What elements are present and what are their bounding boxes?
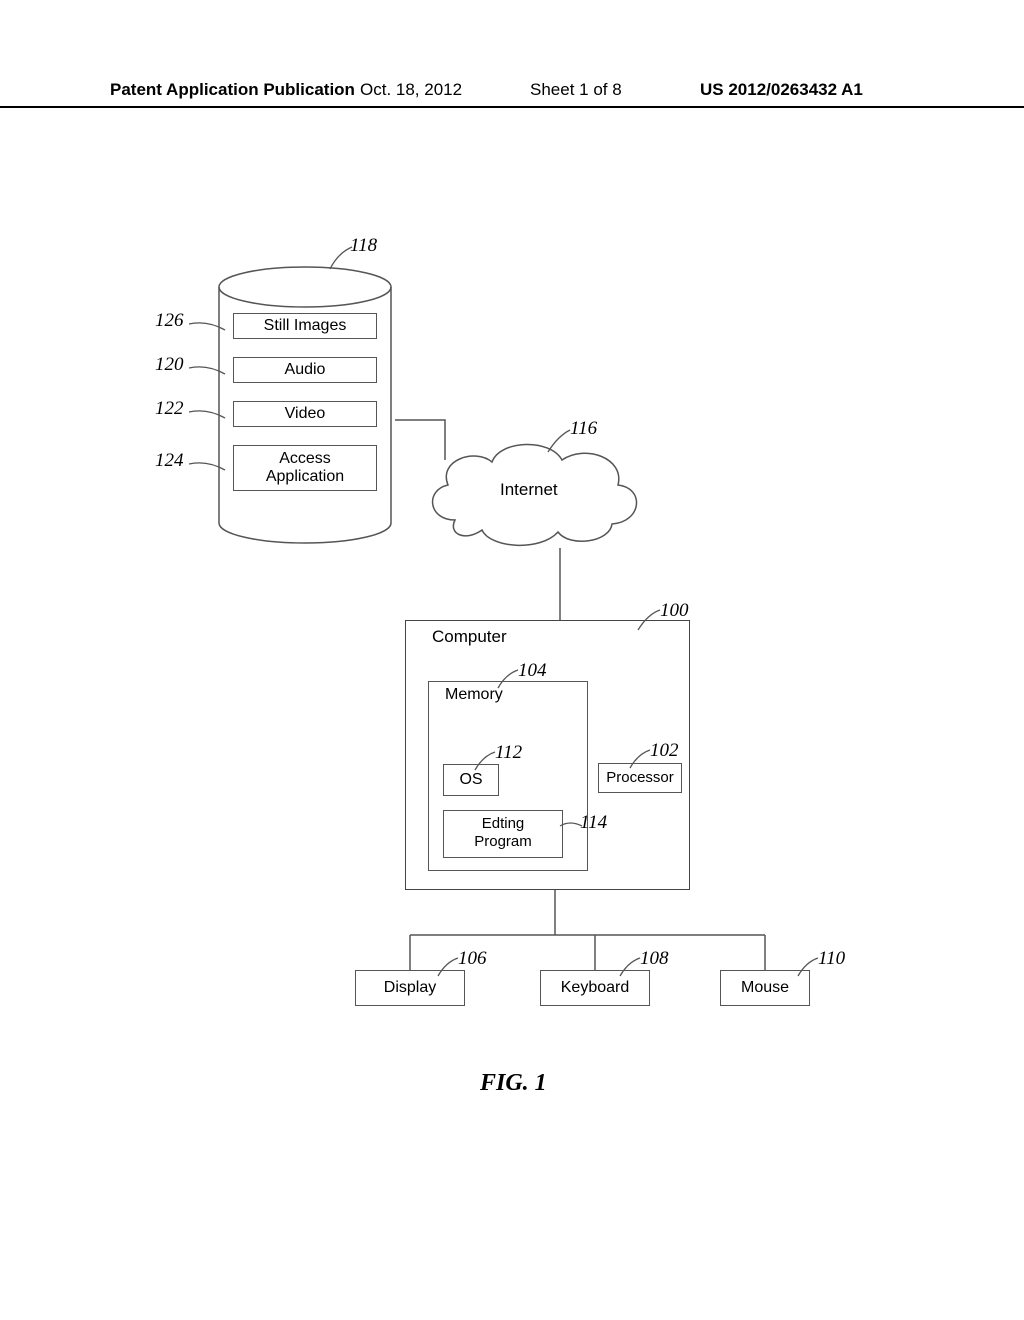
document-number: US 2012/0263432 A1	[700, 80, 863, 100]
ref-126: 126	[155, 310, 184, 332]
memory-box: Memory OS Edting Program	[428, 681, 588, 871]
ref-126-label: 126	[155, 310, 184, 331]
db-item-video: Video	[233, 401, 377, 427]
database-cylinder: Still Images Audio Video Access Applicat…	[215, 265, 395, 540]
ref-108: 108	[640, 948, 669, 970]
ref-120-label: 120	[155, 354, 184, 375]
ref-116: 116	[570, 418, 597, 440]
ref-112: 112	[495, 742, 522, 764]
sheet-number: Sheet 1 of 8	[530, 80, 622, 100]
ref-122: 122	[155, 398, 184, 420]
ref-110: 110	[818, 948, 845, 970]
cloud-label: Internet	[500, 480, 558, 500]
ref-114: 114	[580, 812, 607, 834]
ref-124: 124	[155, 450, 184, 472]
publication-date: Oct. 18, 2012	[360, 80, 462, 100]
ref-106: 106	[458, 948, 487, 970]
publication-label: Patent Application Publication	[110, 80, 355, 99]
ref-122-label: 122	[155, 398, 184, 419]
editing-program-box: Edting Program	[443, 810, 563, 858]
ref-100: 100	[660, 600, 689, 622]
ref-102: 102	[650, 740, 679, 762]
figure-caption: FIG. 1	[480, 1070, 547, 1097]
ref-118: 118	[350, 235, 377, 257]
db-item-audio: Audio	[233, 357, 377, 383]
ref-120: 120	[155, 354, 184, 376]
page-header: Patent Application Publication Oct. 18, …	[0, 80, 1024, 108]
db-item-access-app: Access Application	[233, 445, 377, 491]
db-item-still-images: Still Images	[233, 313, 377, 339]
ref-124-label: 124	[155, 450, 184, 471]
ref-104: 104	[518, 660, 547, 682]
ref-114-label: 114	[580, 812, 607, 833]
